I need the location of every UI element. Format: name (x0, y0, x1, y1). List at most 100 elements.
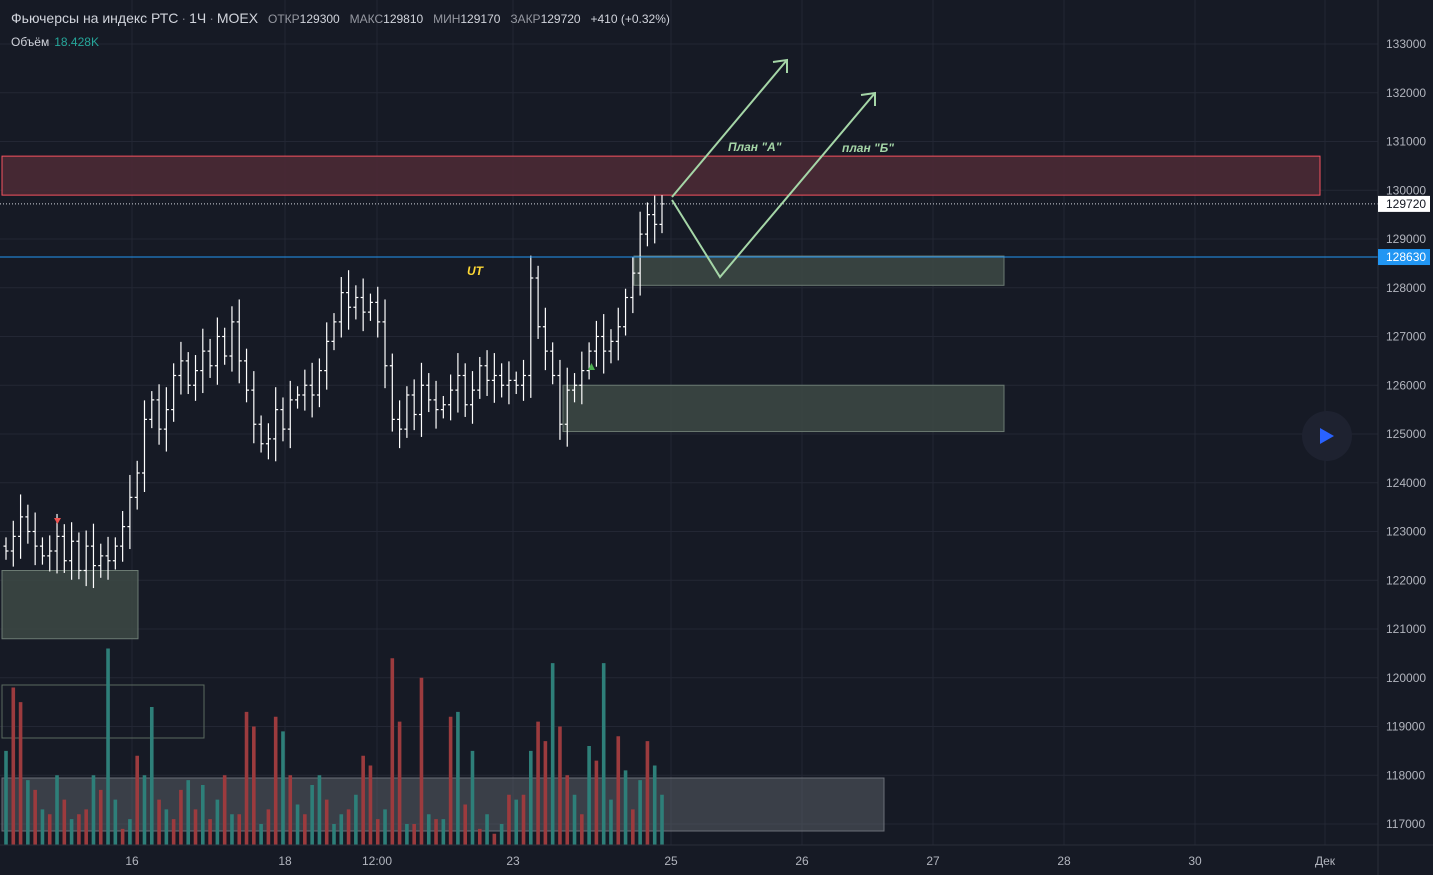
volume-bar (237, 814, 242, 845)
volume-bar (222, 775, 227, 845)
last-price-tag (1378, 195, 1430, 212)
volume-bar (463, 804, 467, 845)
volume-bar (448, 716, 453, 845)
price-tick-label: 122000 (1386, 573, 1426, 587)
volume-bar (645, 741, 650, 845)
price-tick-label: 129000 (1386, 232, 1426, 246)
volume-bar (91, 775, 96, 845)
time-tick-label: 16 (125, 854, 139, 868)
open-label: ОТКР (268, 12, 300, 26)
volume-bar (346, 809, 351, 845)
time-tick-label: 25 (664, 854, 678, 868)
volume-bar (492, 833, 497, 845)
interval-label[interactable]: 1Ч (189, 10, 207, 26)
volume-bar (310, 785, 314, 845)
volume-bar (40, 809, 45, 845)
ohlc-bars (3, 195, 665, 589)
exchange-label: MOEX (216, 10, 259, 26)
volume-bar (514, 799, 519, 845)
volume-bar (324, 799, 329, 845)
volume-bar (558, 726, 562, 845)
volume-bar (609, 799, 613, 845)
price-tick-label: 121000 (1386, 622, 1426, 636)
volume-bar (339, 814, 344, 845)
volume-bar (456, 711, 460, 845)
close-value: 129720 (540, 12, 581, 26)
plan-b-arrowhead (860, 91, 876, 106)
volume-legend[interactable]: Объём 18.428K (11, 35, 99, 49)
open-value: 129300 (299, 12, 340, 26)
high-value: 129810 (383, 12, 424, 26)
volume-bar (55, 775, 59, 845)
price-axis[interactable]: 133000 132000 131000 130000 129000 128000 1270… (1377, 0, 1430, 875)
volume-bar (11, 687, 16, 845)
price-tick-label: 132000 (1386, 86, 1426, 100)
volume-bar (317, 775, 322, 845)
volume-bar (18, 702, 23, 845)
time-tick-label: 28 (1057, 854, 1071, 868)
plan-b-label: план "Б" (842, 141, 894, 155)
sell-signal-marker (54, 518, 61, 524)
close-label: ЗАКР (510, 12, 541, 26)
volume-bar (354, 794, 358, 845)
volume-bar (485, 814, 489, 845)
price-tick-label: 126000 (1386, 378, 1426, 392)
price-tick-label: 119000 (1386, 720, 1425, 734)
volume-bar (120, 828, 125, 845)
volume-bar (142, 775, 147, 845)
price-tick-label: 123000 (1386, 525, 1426, 539)
time-tick-label: 18 (278, 854, 292, 868)
volume-bar (288, 775, 293, 845)
volume-bar (507, 794, 511, 845)
volume-bar (623, 770, 628, 845)
volume-bar (186, 780, 191, 845)
symbol-name[interactable]: Фьючерсы на индекс РТС (11, 10, 179, 26)
volume-bar (179, 789, 183, 845)
volume-bar (565, 775, 570, 845)
volume-bar (572, 794, 577, 845)
volume-bar (303, 814, 307, 845)
volume-bar (26, 780, 30, 845)
volume-bar (332, 824, 336, 845)
volume-bar (244, 711, 249, 845)
time-tick-label: 27 (926, 854, 940, 868)
low-label: МИН (433, 12, 461, 26)
price-tick-label: 124000 (1386, 476, 1426, 490)
volume-bar (390, 658, 395, 845)
volume-bar (368, 765, 373, 845)
price-tick-label: 120000 (1386, 671, 1426, 685)
zone-support-upper (633, 255, 1005, 286)
volume-bar (361, 755, 365, 845)
time-tick-label: 23 (506, 854, 520, 868)
volume-bar (660, 794, 664, 845)
volume-bar (215, 799, 220, 845)
volume-bar (426, 814, 431, 845)
volume-bar (295, 804, 300, 845)
volume-bar (230, 814, 234, 845)
volume-bar (98, 789, 103, 845)
time-tick-label: Дек (1315, 854, 1336, 868)
volume-bar (128, 819, 132, 845)
volume-bar (543, 741, 548, 845)
low-value: 129170 (460, 12, 501, 26)
time-axis[interactable]: 16 18 12:00 23 25 26 27 28 30 Дек (0, 844, 1433, 868)
zone-resistance (1, 155, 1321, 196)
high-label: МАКС (349, 12, 384, 26)
volume-bar (135, 755, 139, 845)
volume-bar (33, 789, 37, 845)
price-tick-label: 131000 (1386, 135, 1426, 149)
volume-bar (587, 746, 591, 845)
zone-support-lower (562, 384, 1005, 433)
volume-bar (434, 819, 438, 845)
replay-button[interactable] (1302, 411, 1352, 461)
volume-bar (631, 809, 635, 845)
horizontal-line-tag (1378, 249, 1430, 266)
volume-bar (273, 716, 278, 845)
volume-bar (259, 824, 263, 845)
volume-bar (113, 799, 118, 845)
volume-bar (208, 819, 212, 845)
volume-bar (652, 765, 657, 845)
volume-bar (69, 819, 74, 845)
